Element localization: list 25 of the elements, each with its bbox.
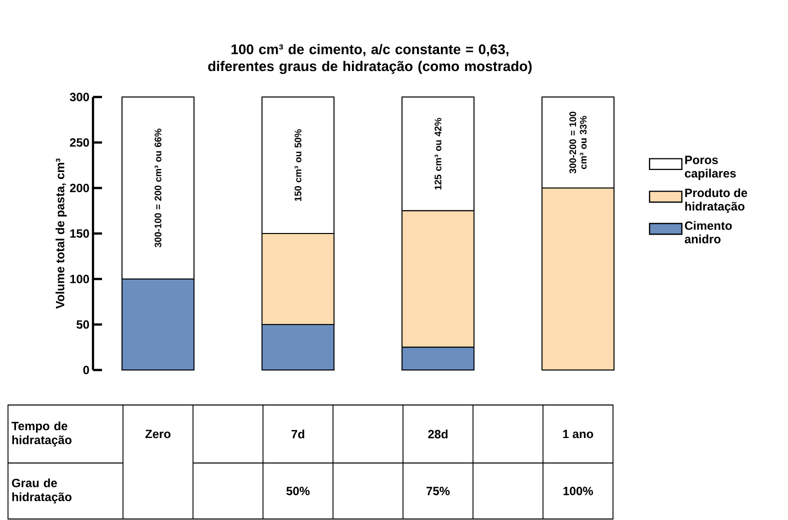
x-tick-label: 28d [428,430,448,438]
data-label: 150 cm³ ou 50% [294,129,302,201]
data-label: 300-200 = 100 cm³ ou 33% [569,112,587,174]
text: 50% [286,486,310,496]
y-tick-label: 200 [70,184,89,192]
y-tick-label: 150 [70,229,89,238]
chart-title: 100 cm³ de cimento, a/c constante = 0,63, diferentes graus de hidratação (como mostrado) [208,44,532,74]
y-tick-label: 300 [70,92,89,102]
y-tick-label: 100 [70,274,89,284]
text: Tempo de hidratação [12,421,72,447]
legend-label: Produto de hidratação [685,188,748,213]
y-tick-label: 0 [83,366,89,374]
data-label: 125 cm³ ou 42% [434,118,442,190]
y-tick-label: 250 [70,138,89,147]
x-tick-label: 7d [292,430,304,438]
y-tick-label: 50 [76,320,89,329]
x-tick-label: Zero [145,430,170,438]
data-label: 300-100 = 200 cm³ ou 66% [154,128,162,248]
x-tick-label: 1 ano [563,430,594,438]
text: 75% [426,486,450,496]
text: Grau de hidratação [12,478,72,504]
legend-label: Cimento anidro [684,221,732,244]
y-axis-title: Volume total de pasta, cm³ [56,158,67,309]
text: 100% [563,486,593,496]
legend-label: Poros capilares [684,156,736,180]
